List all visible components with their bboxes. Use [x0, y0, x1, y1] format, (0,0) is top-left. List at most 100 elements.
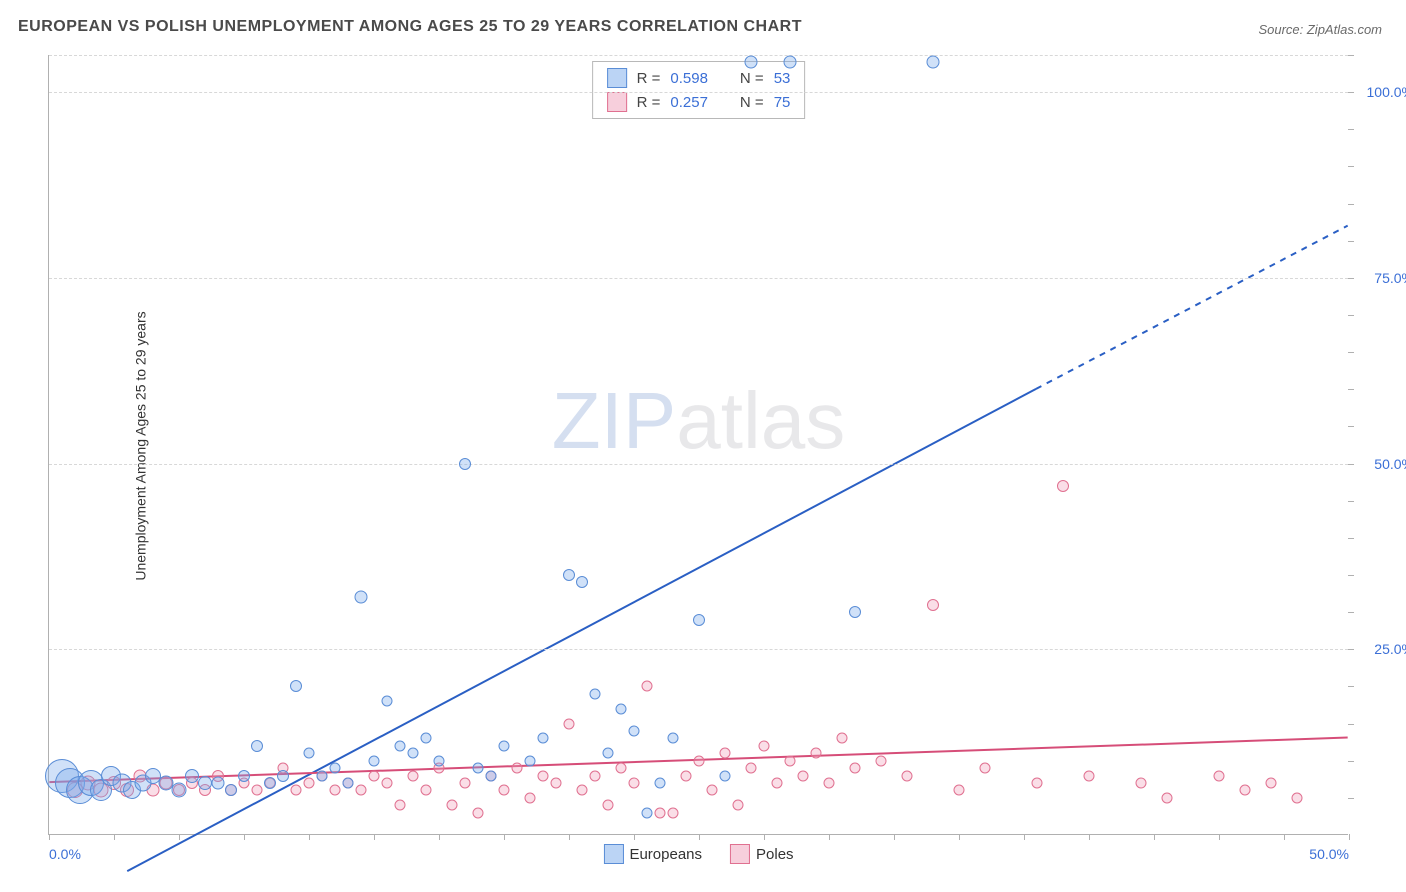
data-point — [746, 763, 757, 774]
x-minor-tick — [49, 834, 50, 840]
y-minor-tick — [1348, 612, 1354, 613]
data-point — [382, 696, 393, 707]
watermark-atlas: atlas — [676, 376, 845, 465]
data-point — [330, 763, 341, 774]
legend-swatch — [603, 844, 623, 864]
data-point — [590, 770, 601, 781]
data-point — [655, 778, 666, 789]
data-point — [369, 770, 380, 781]
data-point — [291, 785, 302, 796]
y-tick-label: 50.0% — [1374, 456, 1406, 472]
y-minor-tick — [1348, 686, 1354, 687]
data-point — [459, 458, 471, 470]
x-minor-tick — [179, 834, 180, 840]
data-point — [551, 778, 562, 789]
grid-line — [49, 55, 1348, 56]
source-label: Source: ZipAtlas.com — [1258, 22, 1382, 37]
data-point — [563, 569, 575, 581]
data-point — [603, 748, 614, 759]
data-point — [264, 777, 276, 789]
data-point — [954, 785, 965, 796]
plot-area: ZIPatlas R =0.598N =53R =0.257N =75 Euro… — [48, 55, 1348, 835]
n-label: N = — [740, 70, 764, 87]
x-minor-tick — [1284, 834, 1285, 840]
data-point — [304, 748, 315, 759]
data-point — [460, 778, 471, 789]
data-point — [486, 770, 497, 781]
data-point — [473, 763, 484, 774]
data-point — [1214, 770, 1225, 781]
data-point — [876, 755, 887, 766]
data-point — [251, 740, 263, 752]
data-point — [642, 807, 653, 818]
data-point — [693, 614, 705, 626]
data-point — [225, 784, 237, 796]
x-minor-tick — [504, 834, 505, 840]
y-minor-tick — [1348, 501, 1354, 502]
y-minor-tick — [1348, 315, 1354, 316]
stats-row: R =0.257N =75 — [593, 90, 805, 114]
x-minor-tick — [1089, 834, 1090, 840]
data-point — [473, 807, 484, 818]
x-minor-tick — [569, 834, 570, 840]
y-tick-label: 100.0% — [1367, 84, 1406, 100]
x-minor-tick — [244, 834, 245, 840]
data-point — [434, 755, 445, 766]
data-point — [745, 56, 758, 69]
data-point — [395, 800, 406, 811]
data-point — [317, 770, 328, 781]
r-label: R = — [637, 70, 661, 87]
y-minor-tick — [1348, 55, 1354, 56]
grid-line — [49, 649, 1348, 650]
legend-item: Europeans — [603, 844, 702, 864]
legend-label: Europeans — [629, 846, 702, 863]
x-tick-label: 50.0% — [1309, 846, 1349, 862]
data-point — [577, 785, 588, 796]
x-minor-tick — [959, 834, 960, 840]
data-point — [238, 770, 250, 782]
data-point — [668, 807, 679, 818]
n-label: N = — [740, 94, 764, 111]
y-minor-tick — [1348, 761, 1354, 762]
data-point — [798, 770, 809, 781]
chart-title: EUROPEAN VS POLISH UNEMPLOYMENT AMONG AG… — [18, 18, 802, 36]
y-minor-tick — [1348, 241, 1354, 242]
y-tick-label: 75.0% — [1374, 270, 1406, 286]
data-point — [512, 763, 523, 774]
data-point — [330, 785, 341, 796]
data-point — [980, 763, 991, 774]
data-point — [655, 807, 666, 818]
trend-lines — [49, 55, 1348, 834]
data-point — [927, 599, 939, 611]
y-minor-tick — [1348, 389, 1354, 390]
y-tick-label: 25.0% — [1374, 641, 1406, 657]
stats-box: R =0.598N =53R =0.257N =75 — [592, 61, 806, 119]
data-point — [720, 748, 731, 759]
data-point — [1032, 778, 1043, 789]
trend-line-dashed — [1036, 226, 1348, 389]
x-minor-tick — [829, 834, 830, 840]
data-point — [576, 576, 588, 588]
watermark-zip: ZIP — [552, 376, 676, 465]
data-point — [824, 778, 835, 789]
data-point — [1266, 778, 1277, 789]
data-point — [837, 733, 848, 744]
data-point — [538, 770, 549, 781]
bottom-legend: EuropeansPoles — [603, 844, 793, 864]
y-minor-tick — [1348, 92, 1354, 93]
data-point — [252, 785, 263, 796]
y-minor-tick — [1348, 166, 1354, 167]
data-point — [1057, 480, 1069, 492]
x-minor-tick — [1024, 834, 1025, 840]
data-point — [382, 778, 393, 789]
data-point — [1162, 792, 1173, 803]
x-minor-tick — [1219, 834, 1220, 840]
y-minor-tick — [1348, 798, 1354, 799]
grid-line — [49, 92, 1348, 93]
data-point — [694, 755, 705, 766]
legend-swatch — [607, 92, 627, 112]
data-point — [629, 726, 640, 737]
data-point — [408, 748, 419, 759]
data-point — [525, 792, 536, 803]
data-point — [408, 770, 419, 781]
